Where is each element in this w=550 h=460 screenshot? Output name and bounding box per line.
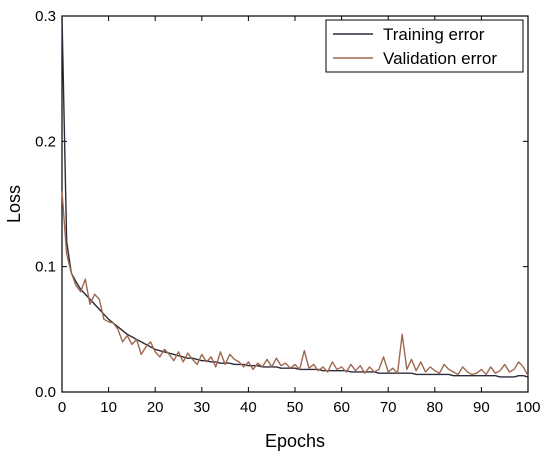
- x-tick-label: 100: [515, 399, 540, 416]
- axis-ticks: 0 10 20 30 40 50 60 70 80 90 100 0.0 0.1 0.2 0.3: [35, 8, 540, 416]
- series-lines: [61, 15, 529, 378]
- y-axis-title: Loss: [4, 185, 24, 223]
- legend-box: [325, 19, 524, 73]
- y-tick-label: 0.2: [35, 133, 56, 150]
- x-tick-label: 30: [193, 399, 210, 416]
- y-tick-label: 0.3: [35, 8, 56, 25]
- legend: Training error Validation error: [325, 19, 524, 73]
- x-tick-label: 0: [58, 399, 66, 416]
- x-tick-label: 80: [426, 399, 443, 416]
- x-tick-label: 50: [287, 399, 304, 416]
- x-tick-label: 70: [380, 399, 397, 416]
- x-tick-label: 90: [473, 399, 490, 416]
- legend-label-training: Training error: [383, 25, 485, 44]
- legend-label-validation: Validation error: [383, 49, 497, 68]
- x-tick-label: 20: [147, 399, 164, 416]
- y-tick-label: 0.0: [35, 384, 56, 401]
- x-tick-label: 10: [100, 399, 117, 416]
- series-line-training-error: [61, 15, 529, 378]
- x-tick-label: 60: [333, 399, 350, 416]
- y-tick-label: 0.1: [35, 259, 56, 276]
- series-line-validation-error: [61, 191, 529, 377]
- x-axis-title: Epochs: [265, 431, 325, 451]
- x-tick-label: 40: [240, 399, 257, 416]
